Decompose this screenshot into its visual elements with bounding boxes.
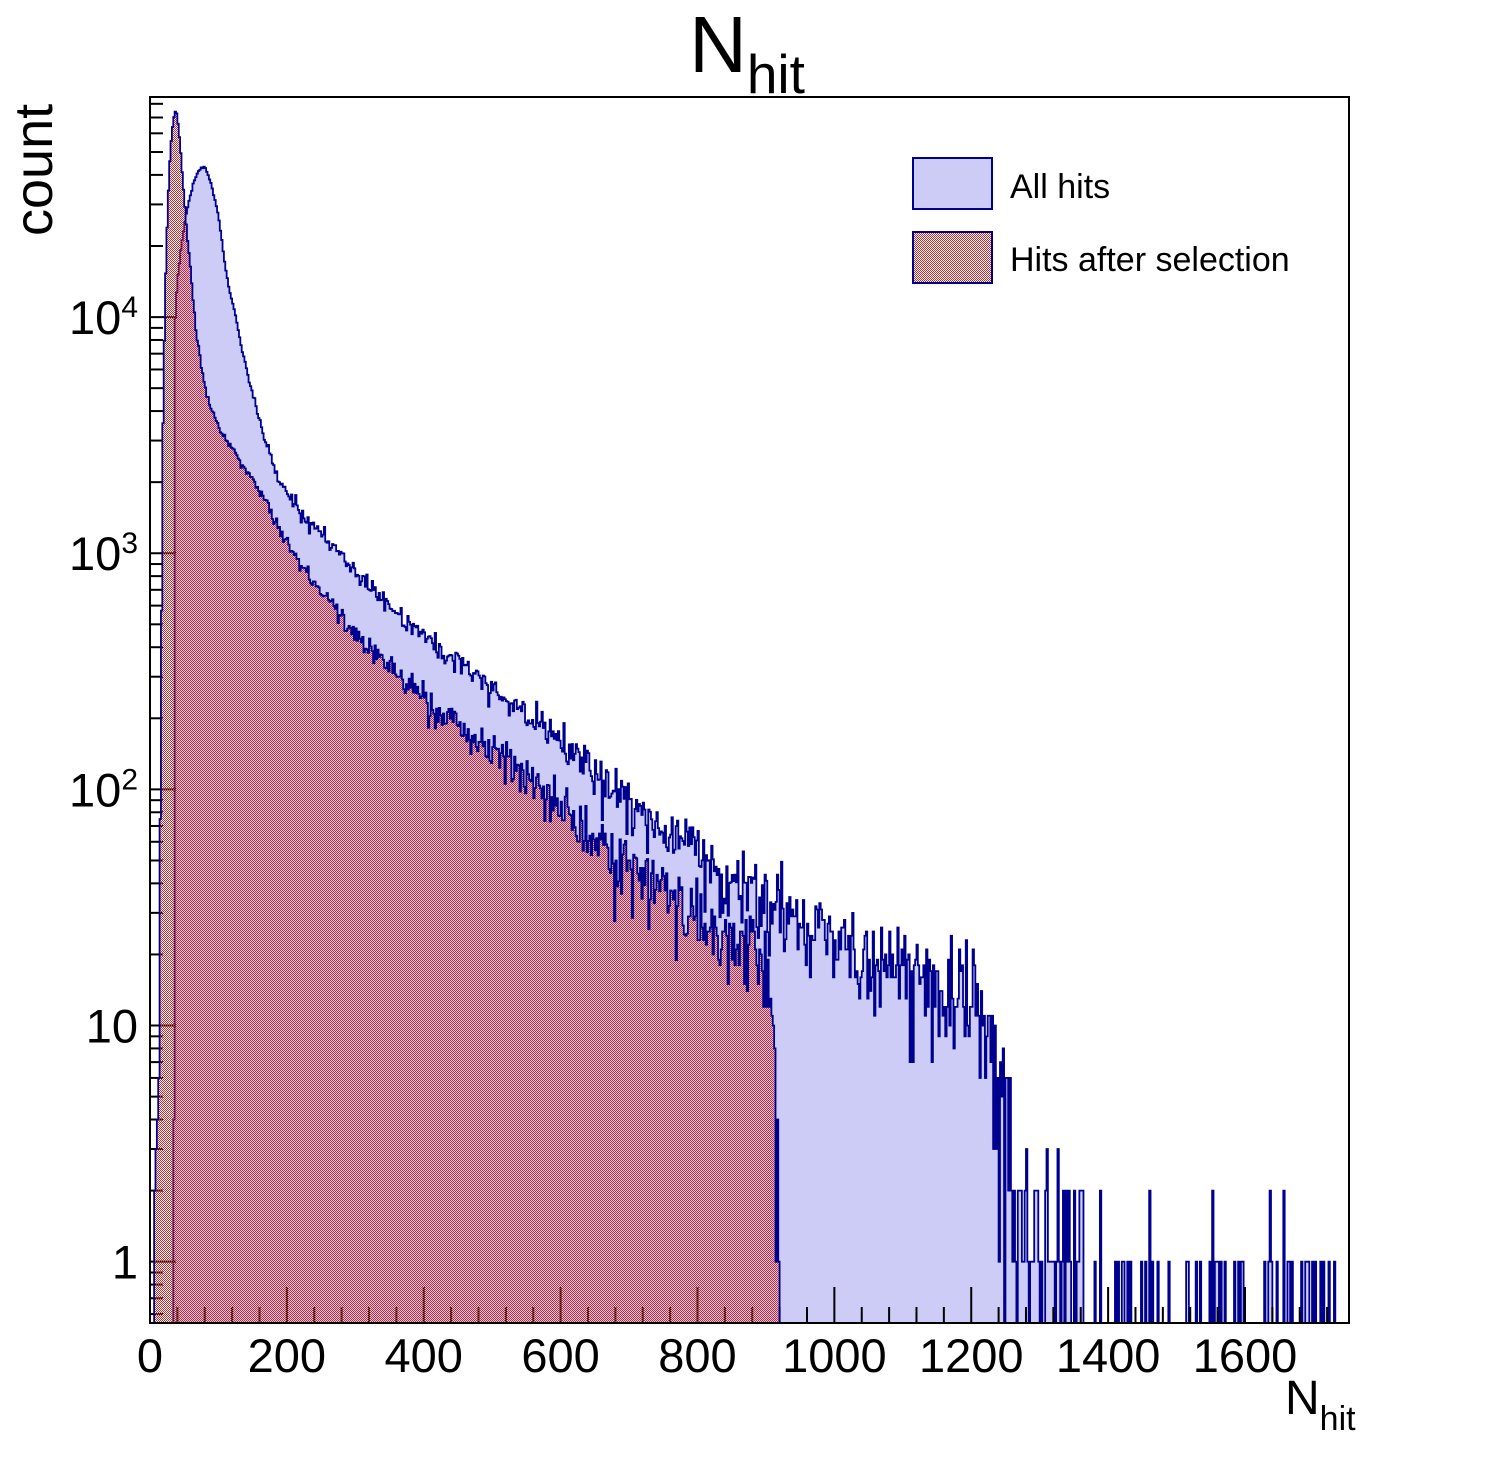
chart-title: Nhit [689,0,805,105]
y-tick-label: 10 [86,1000,138,1053]
x-tick-label: 1200 [919,1329,1024,1382]
legend-label-hits-after-selection: Hits after selection [1010,241,1290,279]
series-hits-after-selection [153,110,781,1324]
x-tick-label: 1400 [1056,1329,1161,1382]
x-axis-title-sub: hit [1320,1400,1356,1438]
axis-tick-labels: 0 200 400 600 800 1000 1200 1400 1600 1 10 102 103 10… [69,291,1297,1382]
chart-title-main: N [689,0,747,89]
x-tick-label: 800 [658,1329,736,1382]
x-tick-label: 0 [137,1329,163,1382]
legend-swatch-all-hits [912,157,993,210]
x-tick-label: 400 [385,1329,463,1382]
y-tick-label: 1 [112,1236,138,1289]
plot-frame [149,96,1350,1324]
legend-swatch-hits-after-selection [912,231,993,284]
hits-after-selection-histogram [153,110,781,1324]
x-tick-label: 200 [248,1329,326,1382]
x-axis-title-main: N [1285,1372,1320,1425]
y-tick-label: 104 [69,291,138,344]
x-tick-label: 1000 [782,1329,887,1382]
legend-label-all-hits: All hits [1010,168,1110,206]
y-tick-label: 103 [69,527,138,580]
x-tick-label: 600 [521,1329,599,1382]
x-tick-label: 1600 [1193,1329,1298,1382]
y-axis-title: count [4,104,64,236]
legend: All hits Hits after selection [912,157,1290,284]
chart-title-sub: hit [747,43,805,105]
y-tick-label: 102 [69,763,138,816]
x-axis-title: Nhit [1285,1372,1356,1438]
